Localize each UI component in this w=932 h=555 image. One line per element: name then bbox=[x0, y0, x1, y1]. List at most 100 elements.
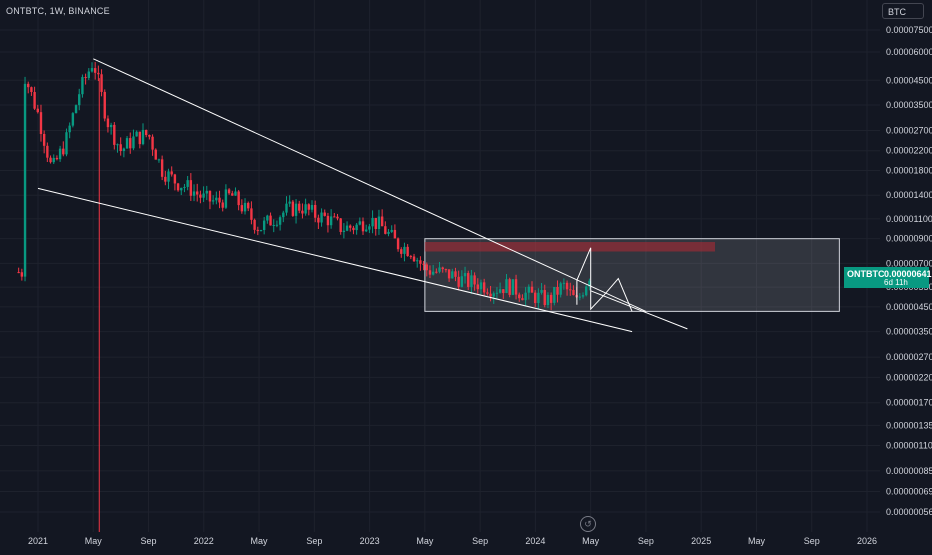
time-tick-label: May bbox=[416, 536, 434, 546]
candle-body bbox=[374, 217, 377, 230]
candle-body bbox=[467, 273, 470, 287]
candle-body bbox=[368, 226, 371, 230]
candle-body bbox=[533, 292, 537, 304]
price-tick-label: 0.00002700 bbox=[886, 126, 932, 136]
candle-body bbox=[358, 221, 362, 225]
candle-body bbox=[349, 225, 352, 228]
currency-button[interactable]: BTC bbox=[882, 3, 924, 19]
candle-body bbox=[189, 180, 193, 196]
candle-body bbox=[20, 272, 24, 277]
wedge-mid-line bbox=[590, 290, 688, 330]
candle-body bbox=[498, 289, 502, 293]
candle-body bbox=[537, 292, 540, 304]
price-tick-label: 0.00001800 bbox=[886, 165, 932, 175]
candle-body bbox=[42, 133, 46, 146]
time-tick-label: 2024 bbox=[525, 536, 545, 546]
candle-body bbox=[336, 216, 339, 219]
price-tick-label: 0.00000900 bbox=[886, 234, 932, 244]
candle-body bbox=[486, 292, 489, 294]
candle-body bbox=[409, 256, 413, 258]
candle-body bbox=[403, 246, 406, 254]
candle-body bbox=[202, 193, 205, 198]
candle-body bbox=[164, 176, 167, 182]
candle-body bbox=[129, 138, 132, 149]
candle-body bbox=[205, 190, 208, 194]
price-tick-label: 0.00000069 bbox=[886, 486, 932, 496]
candle-body bbox=[553, 286, 556, 303]
candle-body bbox=[320, 212, 323, 223]
candle-body bbox=[30, 87, 33, 93]
candle-body bbox=[240, 205, 244, 212]
candle-body bbox=[425, 264, 428, 271]
time-tick-label: 2025 bbox=[691, 536, 711, 546]
candle-body bbox=[199, 194, 202, 198]
candle-body bbox=[272, 225, 275, 227]
candle-body bbox=[304, 204, 307, 214]
symbol-info[interactable]: ONTBTC, 1W, BINANCE bbox=[6, 6, 110, 16]
candle-body bbox=[565, 282, 569, 290]
candle-body bbox=[412, 256, 416, 262]
price-tag-countdown: 6d 11h bbox=[884, 278, 908, 287]
candle-body bbox=[141, 129, 145, 145]
time-tick-label: Sep bbox=[804, 536, 820, 546]
candle-body bbox=[444, 269, 448, 271]
candle-body bbox=[317, 217, 320, 223]
candle-body bbox=[157, 159, 161, 161]
candle-body bbox=[307, 204, 311, 210]
time-tick-label: Sep bbox=[141, 536, 157, 546]
candle-body bbox=[27, 83, 30, 88]
price-tag-symbol: ONTBTC bbox=[847, 269, 885, 279]
candle-body bbox=[36, 108, 39, 113]
candle-body bbox=[457, 276, 460, 287]
candle-body bbox=[521, 298, 524, 301]
candle-body bbox=[151, 136, 154, 150]
candle-body bbox=[495, 292, 499, 294]
price-tick-label: 0.00000450 bbox=[886, 302, 932, 312]
candle-body bbox=[585, 286, 588, 296]
candle-body bbox=[438, 267, 441, 272]
candle-body bbox=[310, 204, 314, 210]
candle-body bbox=[416, 260, 419, 262]
candle-body bbox=[160, 159, 164, 177]
time-tick-label: May bbox=[748, 536, 766, 546]
candle-body bbox=[106, 118, 110, 128]
candle-body bbox=[215, 197, 218, 201]
candle-body bbox=[196, 191, 199, 195]
candle-body bbox=[259, 230, 263, 232]
candle-body bbox=[492, 293, 495, 297]
candle-body bbox=[502, 289, 505, 294]
candle-body bbox=[144, 129, 148, 136]
candle-body bbox=[192, 191, 196, 196]
candle-body bbox=[167, 171, 170, 182]
candle-body bbox=[572, 289, 575, 296]
candle-body bbox=[454, 271, 457, 277]
candle-body bbox=[113, 124, 116, 145]
drawing-zones bbox=[424, 238, 840, 312]
candle-body bbox=[125, 138, 129, 149]
candle-body bbox=[122, 148, 126, 152]
candle-body bbox=[224, 189, 228, 208]
candle-body bbox=[116, 144, 119, 146]
price-tick-label: 0.00000085 bbox=[886, 466, 932, 476]
candle-body bbox=[247, 202, 250, 209]
price-tick-label: 0.00000700 bbox=[886, 258, 932, 268]
candle-body bbox=[173, 174, 177, 184]
trendline-drawings bbox=[37, 58, 688, 333]
candle-body bbox=[227, 189, 231, 194]
candle-body bbox=[333, 216, 336, 218]
candle-body bbox=[390, 229, 393, 232]
candle-body bbox=[377, 216, 381, 230]
candle-body bbox=[355, 224, 358, 231]
candle-body bbox=[431, 271, 435, 275]
price-tick-label: 0.00001100 bbox=[886, 214, 932, 224]
candle-body bbox=[518, 294, 521, 299]
replay-icon[interactable]: ↺ bbox=[580, 516, 596, 532]
time-tick-label: 2026 bbox=[857, 536, 877, 546]
candle-body bbox=[17, 272, 20, 274]
candle-body bbox=[371, 217, 374, 227]
candle-body bbox=[234, 191, 237, 196]
time-axis[interactable]: 2021 May Sep 2022 May Sep 2023 May Sep 2024 May Sep… bbox=[28, 536, 877, 546]
candle-body bbox=[52, 157, 55, 163]
